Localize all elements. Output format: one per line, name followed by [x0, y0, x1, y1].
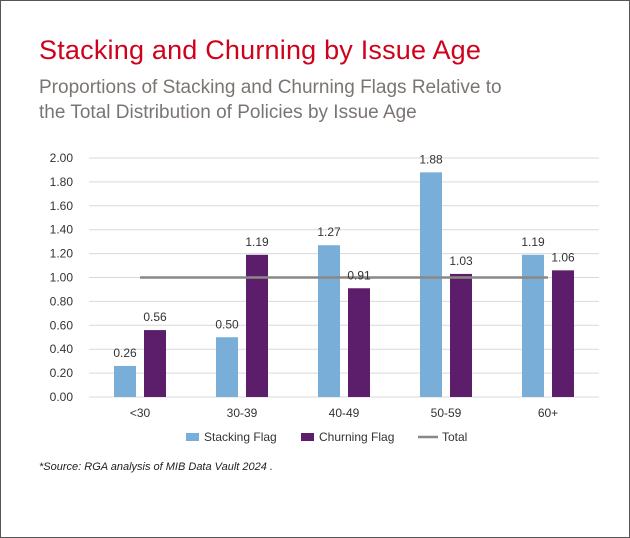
x-axis-ticks: <30 30-39 40-49 50-59 60+ [130, 406, 558, 420]
source-note: *Source: RGA analysis of MIB Data Vault … [39, 461, 273, 473]
y-axis-ticks: 0.00 0.20 0.40 0.60 0.80 1.00 1.20 1.40 1.60 1.80… [50, 151, 74, 404]
stacking-value-label: 0.26 [113, 346, 137, 360]
y-tick-label: 0.80 [50, 294, 74, 308]
stacking-bar [318, 245, 340, 397]
y-tick-label: 1.60 [50, 199, 74, 213]
chart-subtitle-line-2: the Total Distribution of Policies by Is… [39, 102, 417, 123]
churning-value-label: 1.06 [551, 250, 575, 264]
data-labels: 0.26 0.56 0.50 1.19 1.27 0.91 1.88 1.03 1.19 1.06 [113, 152, 575, 360]
bars [114, 172, 574, 397]
legend-label-churning: Churning Flag [319, 430, 394, 444]
churning-value-label: 0.91 [347, 268, 371, 282]
y-tick-label: 1.40 [50, 223, 74, 237]
chart-title: Stacking and Churning by Issue Age [39, 35, 482, 65]
x-tick-label: <30 [130, 406, 151, 420]
stacking-bar [420, 172, 442, 397]
legend-label-total: Total [442, 430, 467, 444]
churning-bar [450, 273, 472, 397]
legend-swatch-stacking [186, 433, 199, 441]
churning-value-label: 1.03 [449, 254, 473, 268]
churning-bar [144, 330, 166, 397]
stacking-bar [522, 254, 544, 397]
y-tick-label: 2.00 [50, 151, 74, 165]
y-tick-label: 0.60 [50, 318, 74, 332]
x-tick-label: 40-49 [329, 406, 360, 420]
legend-swatch-churning [301, 433, 314, 441]
stacking-bar [114, 365, 136, 397]
stacking-value-label: 1.88 [419, 152, 443, 166]
y-tick-label: 0.00 [50, 390, 74, 404]
stacking-bar [216, 337, 238, 397]
x-tick-label: 50-59 [431, 406, 462, 420]
x-tick-label: 60+ [538, 406, 558, 420]
legend: Stacking Flag Churning Flag Total [186, 430, 467, 444]
x-tick-label: 30-39 [227, 406, 258, 420]
stacking-value-label: 1.27 [317, 225, 341, 239]
churning-bar [348, 288, 370, 397]
y-tick-label: 1.80 [50, 175, 74, 189]
churning-value-label: 1.19 [245, 235, 269, 249]
stacking-value-label: 0.50 [215, 317, 239, 331]
churning-bar [246, 254, 268, 397]
churning-bar [552, 270, 574, 397]
stacking-value-label: 1.19 [521, 235, 545, 249]
y-tick-label: 1.20 [50, 247, 74, 261]
y-tick-label: 1.00 [50, 271, 74, 285]
legend-label-stacking: Stacking Flag [204, 430, 277, 444]
churning-value-label: 0.56 [143, 310, 167, 324]
y-tick-label: 0.20 [50, 366, 74, 380]
chart-subtitle-line-1: Proportions of Stacking and Churning Fla… [39, 77, 502, 98]
bar-chart: 0.00 0.20 0.40 0.60 0.80 1.00 1.20 1.40 1.60 1.80… [50, 151, 599, 444]
y-tick-label: 0.40 [50, 342, 74, 356]
